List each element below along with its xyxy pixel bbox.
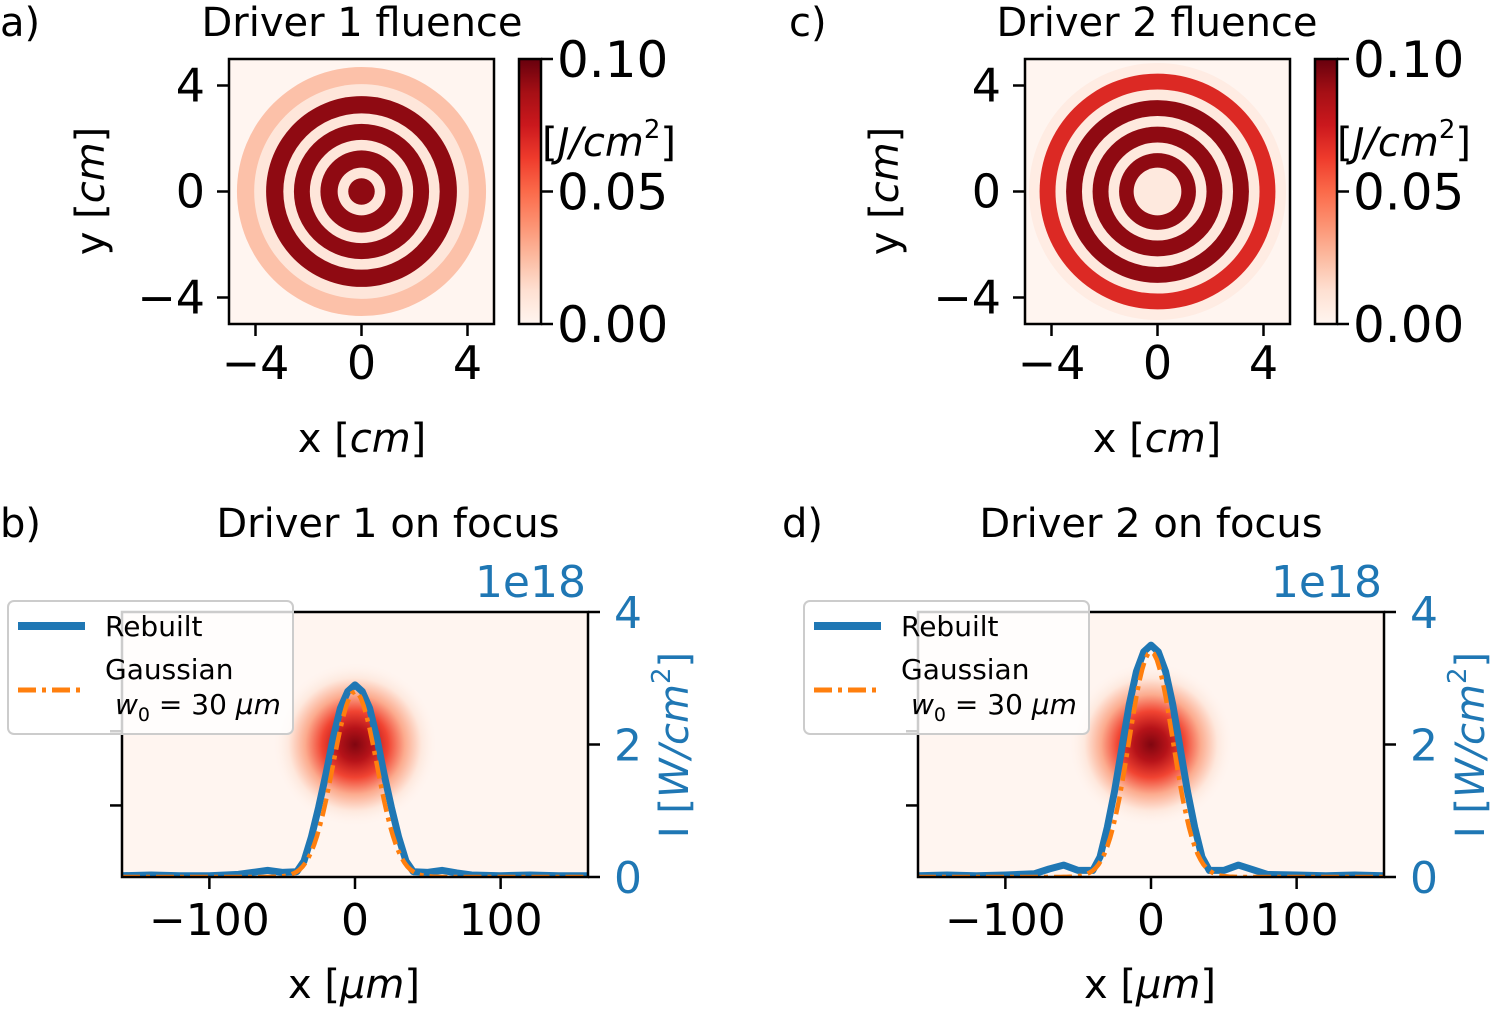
x-tick-label: −4 (222, 336, 290, 390)
panel-a-ylabel: y [cm] (68, 127, 114, 256)
panel-c-xlabel: x [cm] (1093, 416, 1222, 462)
panel-a: a) Driver 1 fluence −4 0 4 −4 0 4 0.00 0.05 0.1… (0, 0, 676, 462)
panel-c-title: Driver 2 fluence (996, 0, 1317, 46)
colorbar-tick-label: 0.00 (557, 296, 668, 354)
panel-b-title: Driver 1 on focus (216, 501, 559, 547)
fluence-ring (348, 178, 375, 205)
panel-d-offset-text: 1e18 (1271, 557, 1382, 608)
panel-c-colorbar-label: [J/cm2] (1337, 115, 1471, 166)
y-tick-label: 4 (176, 59, 205, 113)
y-tick-label: −4 (137, 271, 205, 325)
x-tick-label: −100 (149, 895, 270, 946)
colorbar-tick-label: 0.05 (557, 164, 668, 222)
panel-d-ylabel: I [W/cm2] (1443, 652, 1494, 838)
colorbar-tick-label: 0.00 (1353, 296, 1464, 354)
panel-b-legend: Rebuilt Gaussian w0 = 30 μm (8, 601, 293, 734)
x-tick-label: 0 (1137, 895, 1165, 946)
panel-a-colorbar: 0.00 0.05 0.10 (519, 31, 668, 354)
panel-d-xlabel: x [μm] (1084, 962, 1216, 1008)
x-tick-label: 4 (1249, 336, 1278, 390)
legend-gaussian-label: Gaussian (105, 653, 233, 686)
x-tick-label: 4 (453, 336, 482, 390)
y-tick-label: 2 (1410, 721, 1438, 772)
colorbar-tick-label: 0.10 (557, 31, 668, 89)
x-tick-label: 0 (341, 895, 369, 946)
panel-a-colorbar-label: [J/cm2] (542, 115, 676, 166)
y-tick-label: −4 (933, 271, 1001, 325)
legend-rebuilt-label: Rebuilt (901, 610, 999, 643)
y-tick-label: 0 (972, 165, 1001, 219)
panel-a-xlabel: x [cm] (298, 416, 427, 462)
colorbar-gradient (1315, 59, 1337, 324)
focal-spot (1068, 661, 1234, 827)
panel-label-c: c) (789, 0, 827, 46)
x-tick-label: −4 (1018, 336, 1086, 390)
figure: a) Driver 1 fluence −4 0 4 −4 0 4 0.00 0.05 0.1… (0, 0, 1499, 1009)
panel-c-heatmap (1025, 59, 1290, 324)
x-tick-label: 0 (347, 336, 376, 390)
y-tick-label: 2 (614, 721, 642, 772)
panel-d: d) Driver 2 on focus 1e18 −100 0 100 0 2 4 x … (782, 501, 1494, 1008)
y-tick-label: 0 (614, 853, 642, 904)
colorbar-gradient (519, 59, 541, 324)
x-tick-label: 100 (459, 895, 543, 946)
panel-b-xlabel: x [μm] (288, 962, 420, 1008)
legend-gaussian-label: Gaussian (901, 653, 1029, 686)
panel-b-offset-text: 1e18 (475, 557, 586, 608)
panel-c-colorbar: 0.00 0.05 0.10 (1315, 31, 1464, 354)
panel-a-title: Driver 1 fluence (201, 0, 522, 46)
x-tick-label: 0 (1143, 336, 1172, 390)
panel-label-a: a) (0, 0, 40, 46)
panel-a-heatmap (229, 59, 494, 324)
x-tick-label: −100 (945, 895, 1066, 946)
x-tick-label: 100 (1255, 895, 1339, 946)
fluence-ring (1134, 168, 1182, 216)
panel-b-ylabel: I [W/cm2] (647, 652, 698, 838)
panel-label-d: d) (782, 501, 823, 547)
panel-label-b: b) (0, 501, 41, 547)
legend-rebuilt-label: Rebuilt (105, 610, 203, 643)
panel-c-ylabel: y [cm] (862, 127, 908, 256)
colorbar-tick-label: 0.10 (1353, 31, 1464, 89)
colorbar-tick-label: 0.05 (1353, 164, 1464, 222)
panel-c: c) Driver 2 fluence −4 0 4 −4 0 4 0.00 0.05 0.1… (789, 0, 1471, 462)
y-tick-label: 4 (1410, 588, 1438, 639)
panel-b: b) Driver 1 on focus 1e18 −100 0 100 0 2 4 x … (0, 501, 698, 1008)
y-tick-label: 4 (614, 588, 642, 639)
panel-d-title: Driver 2 on focus (979, 501, 1322, 547)
panel-d-legend: Rebuilt Gaussian w0 = 30 μm (804, 601, 1089, 734)
y-tick-label: 0 (1410, 853, 1438, 904)
y-tick-label: 4 (972, 59, 1001, 113)
y-tick-label: 0 (176, 165, 205, 219)
